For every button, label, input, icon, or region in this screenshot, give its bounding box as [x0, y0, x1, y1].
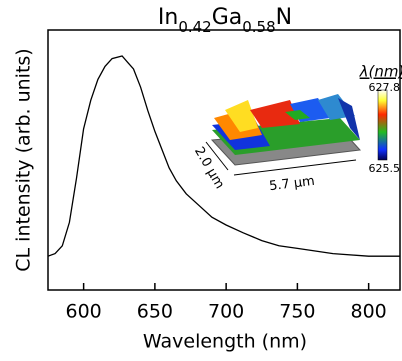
- width-label: 5.7 μm: [268, 174, 315, 194]
- chart-title: In0.42Ga0.58N: [158, 5, 292, 36]
- x-tick-label: 750: [279, 301, 315, 323]
- colorbar-label: λ(nm): [359, 63, 402, 81]
- chart: In0.42Ga0.58N λ(nm) 627.8 625.5 2.0 μm 5…: [0, 0, 402, 357]
- title-part: In: [158, 5, 178, 30]
- x-tick-label: 800: [351, 301, 387, 323]
- x-tick-label: 650: [137, 301, 173, 323]
- title-part: 0.58: [242, 18, 275, 36]
- y-axis-label: CL intensity (arb. units): [13, 48, 35, 271]
- x-axis-label: Wavelength (nm): [143, 331, 307, 353]
- x-tick-label: 700: [208, 301, 244, 323]
- title-part: 0.42: [178, 18, 211, 36]
- title-part: N: [276, 5, 292, 30]
- colorbar-tick-label: 625.5: [369, 162, 401, 175]
- spectrum-line: [48, 56, 400, 256]
- colorbar-tick-label: 627.8: [369, 81, 401, 94]
- inset-map: [206, 90, 387, 175]
- plot-frame: [48, 30, 400, 290]
- depth-label: 2.0 μm: [191, 144, 227, 191]
- x-tick-label: 600: [65, 301, 101, 323]
- title-part: Ga: [212, 5, 243, 30]
